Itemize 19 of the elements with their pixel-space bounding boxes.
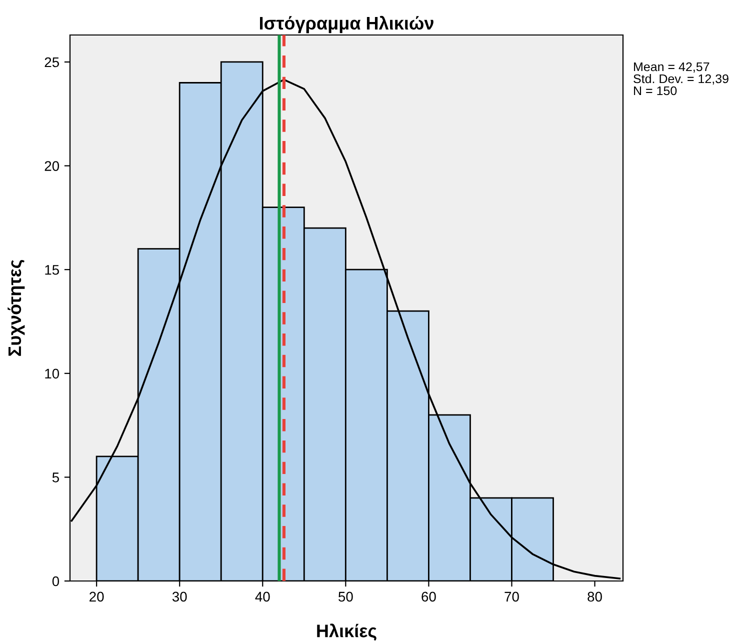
x-axis-title: Ηλικίες	[317, 624, 376, 641]
x-tick-label: 40	[255, 592, 270, 602]
x-tick-label: 60	[422, 592, 436, 602]
y-tick-label: 5	[52, 472, 59, 482]
text: Std. Dev. = 12,39	[634, 74, 728, 85]
y-tick-label: 10	[45, 368, 60, 379]
x-tick-label: 50	[338, 592, 353, 602]
x-tick-label: 30	[172, 592, 187, 602]
text: N = 150	[634, 86, 677, 96]
x-tick-label: 80	[588, 592, 602, 602]
y-tick-label: 25	[44, 57, 60, 68]
chart-title: Ιστόγραμμα Ηλικιών	[260, 16, 434, 34]
y-tick-label: 15	[45, 265, 60, 275]
x-tick-label: 70	[504, 592, 519, 602]
y-tick-label: 20	[44, 161, 60, 171]
y-axis-title: Συχνότητες	[8, 260, 25, 356]
x-tick-label: 20	[90, 592, 104, 602]
y-tick-label: 0	[52, 576, 60, 586]
text: Mean = 42,57	[634, 62, 710, 73]
